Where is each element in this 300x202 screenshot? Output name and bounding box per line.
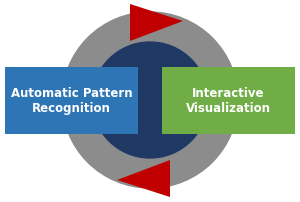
Polygon shape [117,160,170,197]
Bar [162,68,295,134]
Circle shape [62,13,238,188]
Text: Automatic Pattern
Recognition: Automatic Pattern Recognition [11,87,132,115]
Text: Interactive
Visualization: Interactive Visualization [186,87,271,115]
Polygon shape [130,5,183,42]
Circle shape [92,43,208,158]
Bar [5,68,138,134]
